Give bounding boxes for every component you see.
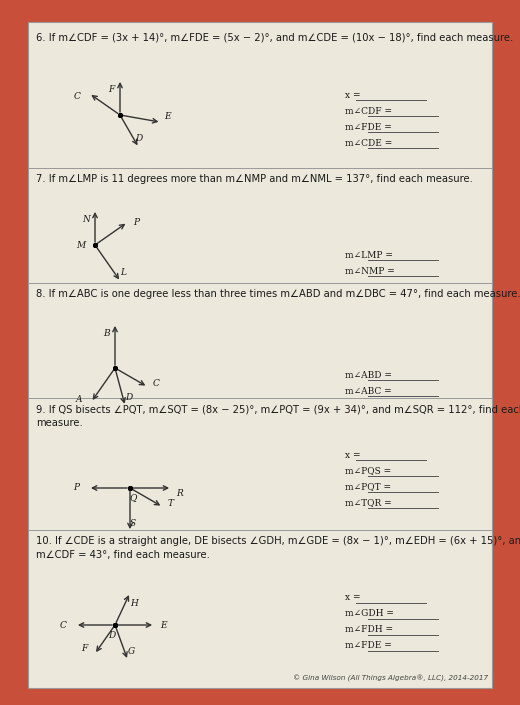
Text: C: C <box>73 92 80 101</box>
Text: m∠PQT =: m∠PQT = <box>345 482 391 491</box>
Text: 6. If m∠CDF = (3x + 14)°, m∠FDE = (5x − 2)°, and m∠CDE = (10x − 18)°, find each : 6. If m∠CDF = (3x + 14)°, m∠FDE = (5x − … <box>36 32 513 42</box>
Text: C: C <box>60 620 67 630</box>
Text: B: B <box>102 329 109 338</box>
Text: m∠FDE =: m∠FDE = <box>345 642 392 651</box>
Text: F: F <box>108 85 114 94</box>
Text: A: A <box>75 395 82 404</box>
Text: x =: x = <box>345 594 360 603</box>
Text: S: S <box>130 518 136 527</box>
Text: m∠TQR =: m∠TQR = <box>345 498 392 508</box>
Text: m∠GDH =: m∠GDH = <box>345 610 394 618</box>
Text: R: R <box>177 489 184 498</box>
Text: m∠FDH =: m∠FDH = <box>345 625 393 634</box>
Text: m∠ABD =: m∠ABD = <box>345 371 392 379</box>
Bar <box>28 22 492 688</box>
Text: x =: x = <box>345 450 360 460</box>
Text: T: T <box>168 498 174 508</box>
Text: P: P <box>73 484 79 493</box>
Text: m∠PQS =: m∠PQS = <box>345 467 391 475</box>
Text: H: H <box>131 599 138 608</box>
Text: L: L <box>120 269 126 277</box>
Text: 7. If m∠LMP is 11 degrees more than m∠NMP and m∠NML = 137°, find each measure.: 7. If m∠LMP is 11 degrees more than m∠NM… <box>36 174 473 184</box>
Text: C: C <box>152 379 159 388</box>
Text: D: D <box>135 135 142 143</box>
Text: E: E <box>164 112 171 121</box>
Text: N: N <box>82 214 90 223</box>
Text: 10. If ∠CDE is a straight angle, DE bisects ∠GDH, m∠GDE = (8x − 1)°, m∠EDH = (6x: 10. If ∠CDE is a straight angle, DE bise… <box>36 536 520 560</box>
Text: G: G <box>127 647 135 656</box>
Text: P: P <box>133 218 139 226</box>
Text: E: E <box>160 620 166 630</box>
Text: m∠FDE =: m∠FDE = <box>345 123 392 132</box>
Text: m∠CDF =: m∠CDF = <box>345 106 392 116</box>
Text: m∠LMP =: m∠LMP = <box>345 250 393 259</box>
Text: x =: x = <box>345 90 360 99</box>
Text: © Gina Wilson (All Things Algebra®, LLC), 2014-2017: © Gina Wilson (All Things Algebra®, LLC)… <box>293 675 488 682</box>
Text: m∠ABC =: m∠ABC = <box>345 386 392 396</box>
Text: 9. If QS bisects ∠PQT, m∠SQT = (8x − 25)°, m∠PQT = (9x + 34)°, and m∠SQR = 112°,: 9. If QS bisects ∠PQT, m∠SQT = (8x − 25)… <box>36 404 520 428</box>
Text: F: F <box>81 644 87 653</box>
Text: m∠CDE =: m∠CDE = <box>345 138 392 147</box>
Text: m∠NMP =: m∠NMP = <box>345 266 395 276</box>
Text: Q: Q <box>129 493 137 503</box>
Text: 8. If m∠ABC is one degree less than three times m∠ABD and m∠DBC = 47°, find each: 8. If m∠ABC is one degree less than thre… <box>36 289 520 299</box>
Text: D: D <box>108 630 115 639</box>
Text: M: M <box>76 240 86 250</box>
Text: D: D <box>125 393 132 402</box>
